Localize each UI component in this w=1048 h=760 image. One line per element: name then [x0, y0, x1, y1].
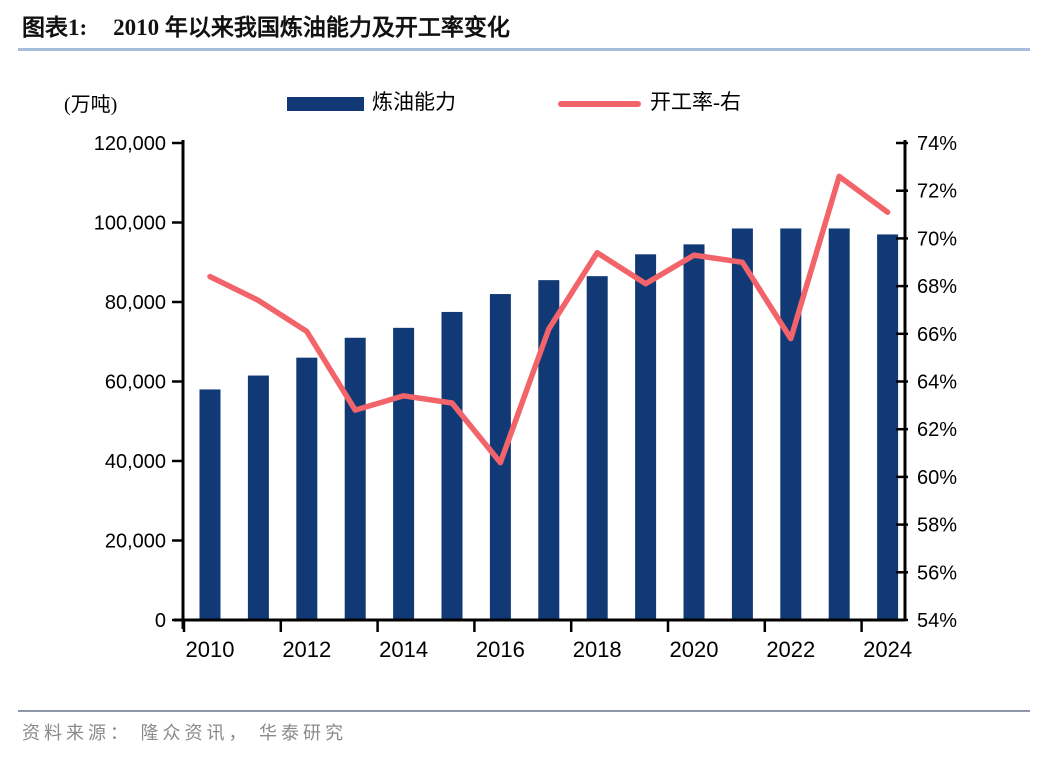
bar-2023	[828, 228, 850, 620]
right-tick-label: 70%	[917, 228, 957, 250]
x-tick-label: 2022	[766, 637, 815, 662]
left-tick-label: 80,000	[105, 292, 166, 314]
left-tick-label: 60,000	[105, 372, 166, 394]
bar-2020	[683, 244, 705, 621]
x-tick-label: 2016	[476, 637, 525, 662]
x-tick-label: 2012	[282, 637, 331, 662]
legend-bar-swatch	[287, 97, 364, 111]
bar-2019	[635, 254, 657, 621]
legend-bar-label: 炼油能力	[372, 90, 456, 114]
x-tick-label: 2024	[863, 637, 912, 662]
right-tick-label: 62%	[917, 419, 957, 441]
x-tick-label: 2020	[670, 637, 719, 662]
bar-2021	[731, 228, 753, 620]
bar-2022	[780, 228, 802, 620]
x-tick-label: 2014	[379, 637, 428, 662]
bar-series	[199, 228, 899, 621]
bar-2013	[344, 337, 366, 620]
right-tick-label: 58%	[917, 515, 957, 537]
source-text: 资料来源： 隆众资讯， 华泰研究	[22, 723, 347, 743]
bar-2011	[247, 375, 269, 620]
left-axis-unit-label: (万吨)	[64, 94, 118, 116]
operating-rate-line	[207, 173, 891, 466]
right-tick-label: 74%	[917, 133, 957, 155]
bar-2018	[586, 276, 608, 620]
chart-canvas: 0 20,000 40,000 60,000 80,000 100,000 120,000 5…	[94, 133, 958, 662]
bar-2014	[393, 327, 415, 620]
bar-2017	[538, 280, 560, 620]
right-tick-label: 64%	[917, 372, 957, 394]
right-tick-label: 72%	[917, 181, 957, 203]
left-tick-label: 40,000	[105, 451, 166, 473]
source-divider-rule	[18, 710, 1030, 712]
right-tick-label: 68%	[917, 276, 957, 298]
x-tick-label: 2010	[186, 637, 235, 662]
x-tick-label: 2018	[573, 637, 622, 662]
axes	[172, 140, 908, 632]
left-tick-label: 120,000	[94, 133, 166, 155]
right-tick-label: 66%	[917, 324, 957, 346]
legend-line-label: 开工率-右	[650, 90, 741, 114]
figure-label: 图表1:	[22, 15, 88, 40]
legend-line-swatch	[558, 101, 641, 107]
bar-2015	[441, 311, 463, 620]
legend: 炼油能力 开工率-右	[0, 85, 1048, 117]
bar-2024	[877, 234, 899, 621]
bar-2010	[199, 389, 221, 620]
figure-title: 2010 年以来我国炼油能力及开工率变化	[113, 15, 510, 40]
figure-header: 图表1: 2010 年以来我国炼油能力及开工率变化	[22, 8, 510, 42]
left-tick-label: 100,000	[94, 213, 166, 235]
title-underline-rule	[18, 48, 1030, 51]
left-tick-label: 20,000	[105, 531, 166, 553]
right-tick-label: 54%	[917, 610, 957, 632]
left-tick-label: 0	[155, 610, 166, 632]
bar-2012	[296, 357, 318, 620]
right-tick-label: 60%	[917, 467, 957, 489]
right-tick-label: 56%	[917, 562, 957, 584]
